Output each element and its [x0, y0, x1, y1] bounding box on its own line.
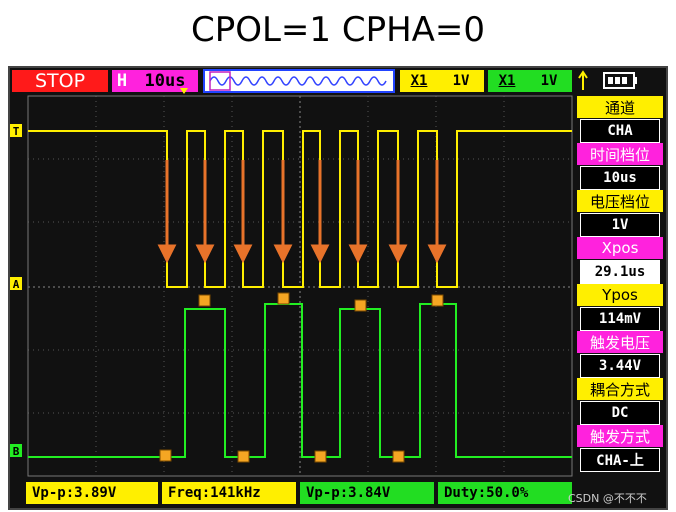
side-value: 1V [580, 213, 660, 237]
side-item[interactable]: 电压档位 1V [577, 190, 663, 237]
watermark: CSDN @不不不 [568, 492, 647, 505]
side-item[interactable]: Ypos 114mV [577, 284, 663, 331]
overview-box [203, 69, 395, 93]
sample-points [159, 292, 444, 463]
channel-b-label: B [13, 445, 20, 458]
side-value: 3.44V [580, 354, 660, 378]
side-label: Ypos [577, 284, 663, 306]
side-item[interactable]: Xpos 29.1us [577, 237, 663, 284]
sample-arrows [157, 160, 447, 264]
side-label: 通道 [577, 96, 663, 118]
side-label: Xpos [577, 237, 663, 259]
measurement: Duty:50.0% [438, 482, 572, 504]
side-label: 时间档位 [577, 143, 663, 165]
side-label: 触发电压 [577, 331, 663, 353]
trigger-marker-label: T [13, 125, 20, 138]
side-item[interactable]: 通道 CHA [577, 96, 663, 143]
measurement: Vp-p:3.84V [300, 482, 434, 504]
trigger-icon [578, 70, 588, 90]
side-value: 10us [580, 166, 660, 190]
clock-waveform [28, 130, 572, 288]
measurement: Vp-p:3.89V [26, 482, 158, 504]
ch2-probe: X1 [488, 70, 526, 92]
ch1-probe: X1 [400, 70, 438, 92]
overview-wave [209, 76, 387, 86]
grid-frame [27, 95, 573, 477]
status[interactable]: STOP [12, 70, 108, 92]
side-value: 29.1us [580, 260, 660, 284]
side-label: 电压档位 [577, 190, 663, 212]
measurement: Freq:141kHz [162, 482, 296, 504]
ch1-volts: 1V [438, 70, 484, 92]
side-item[interactable]: 时间档位 10us [577, 143, 663, 190]
timebase: 10us [132, 70, 198, 92]
side-value: 114mV [580, 307, 660, 331]
ch2-volts: 1V [526, 70, 572, 92]
side-label: 触发方式 [577, 425, 663, 447]
title: CPOL=1 CPHA=0 [190, 10, 486, 50]
side-item[interactable]: 触发电压 3.44V [577, 331, 663, 378]
timebase-label: H [112, 70, 132, 92]
side-item[interactable]: 耦合方式 DC [577, 378, 663, 425]
trigger-marker [10, 124, 22, 137]
side-label: 耦合方式 [577, 378, 663, 400]
channel-a-marker [10, 277, 22, 290]
trigger-position [180, 88, 188, 94]
overview-window [209, 71, 231, 91]
channel-b-marker [10, 444, 22, 457]
channel-a-label: A [13, 278, 20, 291]
side-value: CHA [580, 119, 660, 143]
side-value: CHA-上 [580, 448, 660, 472]
battery-tip [634, 77, 637, 84]
side-item[interactable]: 触发方式 CHA-上 [577, 425, 663, 472]
side-value: DC [580, 401, 660, 425]
